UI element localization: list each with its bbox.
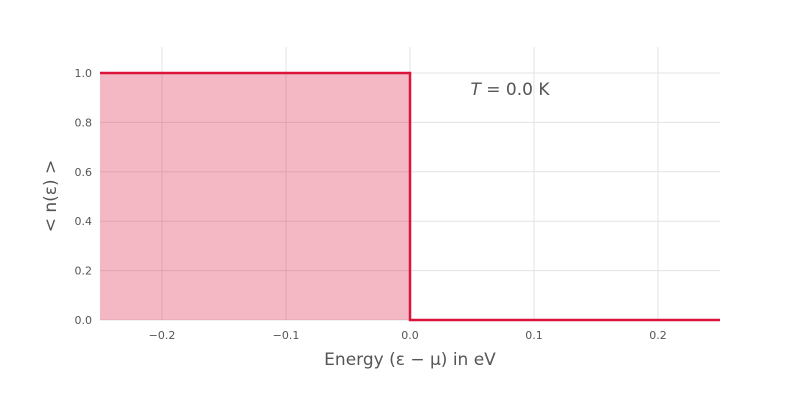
y-tick-label: 1.0	[75, 67, 93, 80]
x-tick-label: −0.1	[273, 329, 300, 342]
temperature-value: = 0.0 K	[481, 80, 550, 100]
x-tick-label: 0.1	[525, 329, 543, 342]
plot-area	[100, 71, 720, 322]
y-tick-label: 0.2	[75, 265, 93, 278]
y-axis-ticks: 0.0 0.2 0.4 0.6 0.8 1.0	[75, 67, 93, 327]
y-axis-label: < n(ε) >	[41, 160, 61, 233]
x-axis-ticks: −0.2 −0.1 0.0 0.1 0.2	[149, 329, 667, 342]
x-tick-label: −0.2	[149, 329, 176, 342]
x-tick-label: 0.2	[649, 329, 667, 342]
y-tick-label: 0.0	[75, 314, 93, 327]
occupation-line	[100, 71, 720, 322]
y-tick-label: 0.8	[75, 116, 93, 129]
y-tick-label: 0.6	[75, 166, 93, 179]
temperature-annotation: T = 0.0 K	[470, 80, 550, 100]
x-tick-label: 0.0	[401, 329, 419, 342]
x-axis-label: Energy (ε − μ) in eV	[324, 350, 496, 370]
temperature-symbol: T	[470, 80, 482, 100]
y-tick-label: 0.4	[75, 215, 93, 228]
